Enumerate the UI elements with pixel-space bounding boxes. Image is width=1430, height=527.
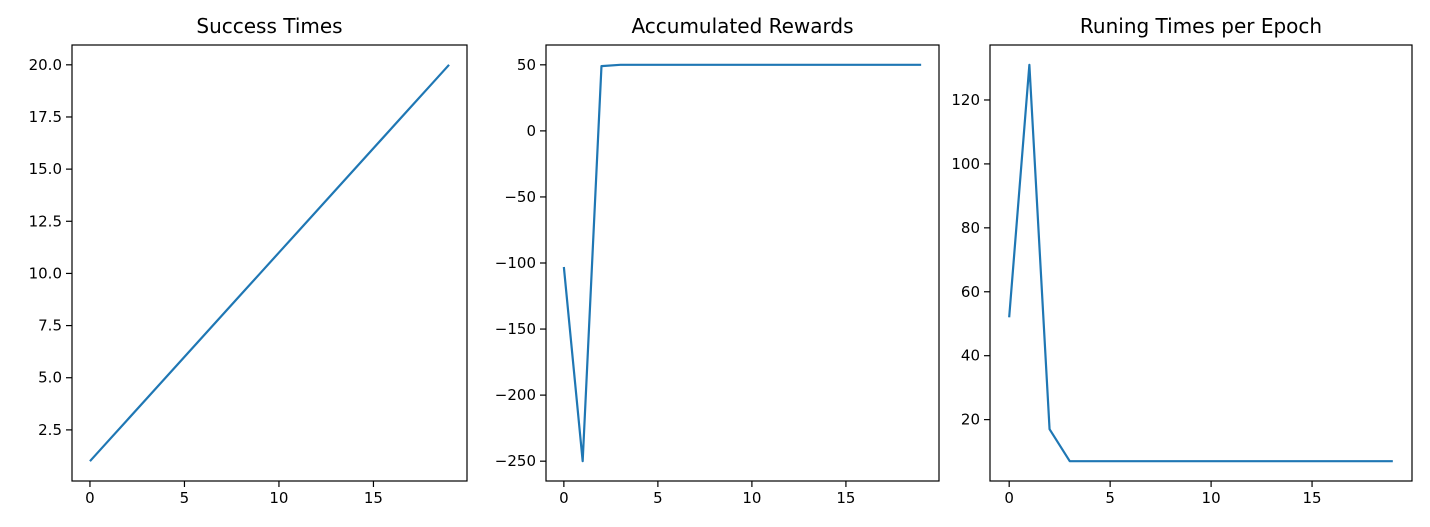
y-tick-label: 15.0 [29, 160, 62, 178]
y-tick-label: −250 [495, 452, 536, 470]
chart-title: Accumulated Rewards [631, 14, 853, 38]
y-tick-label: 20 [961, 411, 980, 429]
y-tick-label: −200 [495, 386, 536, 404]
x-tick-label: 5 [180, 489, 190, 507]
y-tick-label: 5.0 [38, 369, 62, 387]
x-tick-label: 0 [559, 489, 569, 507]
y-tick-label: 7.5 [38, 317, 62, 335]
x-tick-label: 5 [653, 489, 663, 507]
chart-title: Runing Times per Epoch [1080, 14, 1322, 38]
x-tick-label: 10 [1202, 489, 1221, 507]
y-tick-label: −100 [495, 254, 536, 272]
series-line-1 [89, 64, 450, 462]
subplot-1: Success Times 0 5 10 15 2.5 5.0 7.5 10.0 12.5 15.0… [29, 14, 468, 507]
y-tick-label: 17.5 [29, 108, 62, 126]
x-tick-label: 10 [742, 489, 761, 507]
plot-frame [989, 44, 1413, 482]
y-tick-label: 0 [526, 122, 536, 140]
series-line-1 [562, 63, 922, 463]
y-tick-label: 40 [961, 347, 980, 365]
y-tick-label: −50 [504, 188, 536, 206]
x-tick-label: 15 [364, 489, 383, 507]
subplot-3: Runing Times per Epoch 0 5 10 15 20 40 60 80 100 1… [951, 14, 1413, 507]
x-tick-label: 0 [85, 489, 95, 507]
x-tick-label: 15 [1303, 489, 1322, 507]
y-tick-label: 120 [951, 91, 980, 109]
y-tick-label: 100 [951, 155, 980, 173]
x-tick-label: 10 [269, 489, 288, 507]
x-tick-label: 15 [836, 489, 855, 507]
y-tick-label: 12.5 [29, 212, 62, 230]
chart-title: Success Times [196, 14, 342, 38]
subplot-2: Accumulated Rewards 0 5 10 15 −250 −200 −150 −10… [495, 14, 940, 507]
y-tick-label: 10.0 [29, 264, 62, 282]
x-tick-label: 0 [1004, 489, 1014, 507]
y-tick-label: 20.0 [29, 56, 62, 74]
x-tick-label: 5 [1105, 489, 1115, 507]
plot-frame [71, 44, 468, 482]
plot-frame [545, 44, 940, 482]
series-line-1 [1008, 63, 1393, 463]
y-tick-label: 80 [961, 219, 980, 237]
y-tick-label: 60 [961, 283, 980, 301]
y-tick-label: 2.5 [38, 421, 62, 439]
y-tick-label: −150 [495, 320, 536, 338]
y-tick-label: 50 [517, 56, 536, 74]
